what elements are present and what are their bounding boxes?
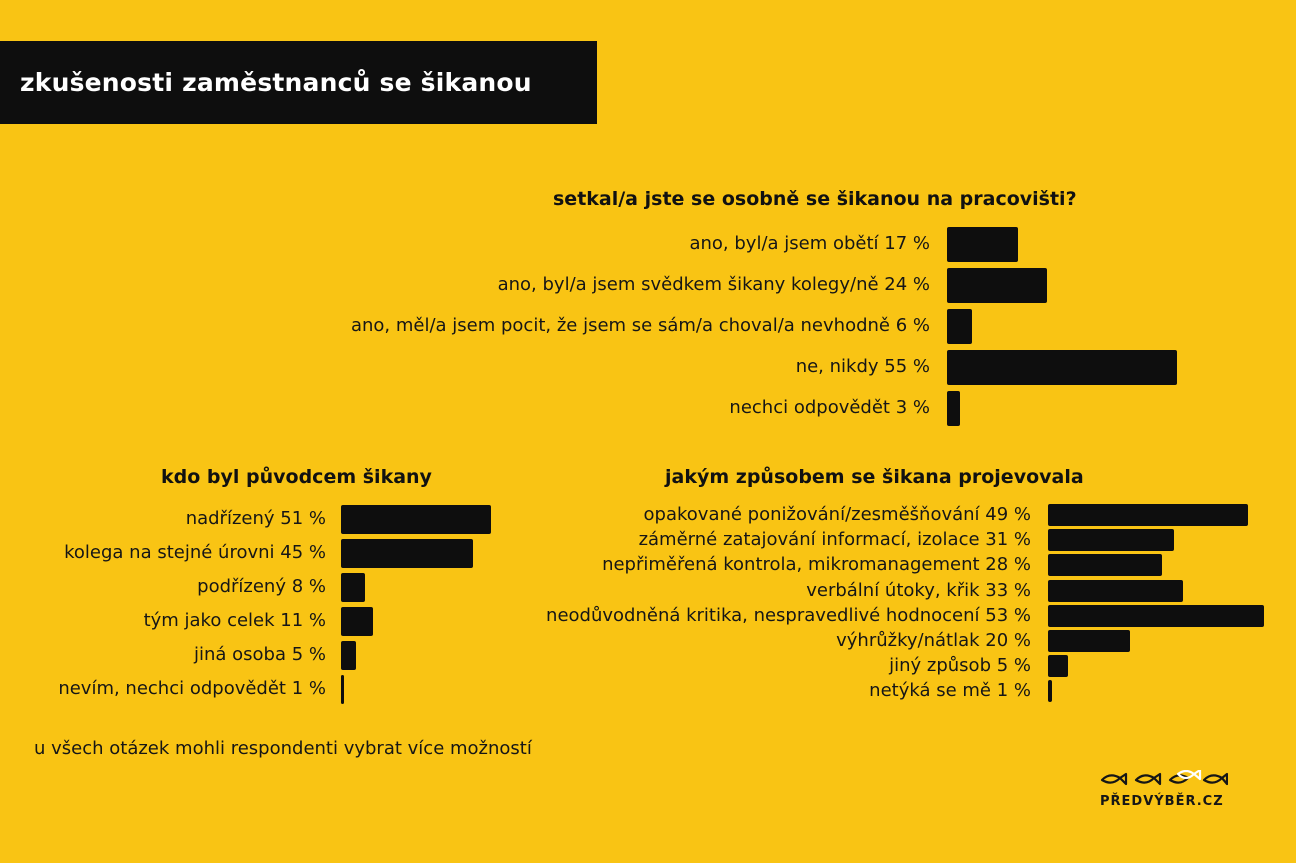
fish-logo-icon <box>1100 770 1228 786</box>
bar-label: opakované ponižování/zesměšňování 49 % <box>643 504 1031 525</box>
bar-label: ano, byl/a jsem obětí 17 % <box>689 233 930 254</box>
bar-label: neodůvodněná kritika, nespravedlivé hodn… <box>546 604 1031 626</box>
bar-label: ne, nikdy 55 % <box>795 356 930 377</box>
bar <box>341 674 344 704</box>
bar-label: nepřiměřená kontrola, mikromanagement 28… <box>602 554 1031 576</box>
page-title-text: zkušenosti zaměstnanců se šikanou <box>20 68 532 97</box>
bar-label: tým jako celek 11 % <box>143 610 326 631</box>
footnote: u všech otázek mohli respondenti vybrat … <box>34 738 532 759</box>
bar <box>1048 504 1248 526</box>
bar <box>1048 554 1163 577</box>
bar-label: jiná osoba 5 % <box>193 644 326 665</box>
bar-label: verbální útoky, křik 33 % <box>806 579 1031 601</box>
bar <box>1048 680 1053 703</box>
bar-label: výhrůžky/nátlak 20 % <box>836 630 1031 651</box>
page-title: zkušenosti zaměstnanců se šikanou <box>0 41 597 124</box>
bar <box>341 504 491 534</box>
bar-label: ano, měl/a jsem pocit, že jsem se sám/a … <box>350 315 930 336</box>
bar-label: nevím, nechci odpovědět 1 % <box>58 678 326 699</box>
bar-label: nechci odpovědět 3 % <box>729 397 930 418</box>
bar <box>947 267 1048 303</box>
bar <box>1048 579 1183 602</box>
bar-label: záměrné zatajování informací, izolace 31… <box>638 529 1031 551</box>
bar <box>341 606 374 636</box>
bar <box>341 572 365 602</box>
bar <box>947 308 973 344</box>
bar <box>1048 604 1265 627</box>
bar <box>1048 529 1175 552</box>
chart-title: kdo byl původcem šikany <box>161 466 432 488</box>
chart-title: setkal/a jste se osobně se šikanou na pr… <box>553 188 1077 210</box>
bar <box>1048 630 1130 652</box>
bar <box>947 349 1177 385</box>
bar <box>341 640 356 670</box>
logo-text: PŘEDVÝBĚR.CZ <box>1100 794 1224 809</box>
bar <box>341 538 474 568</box>
bar <box>947 226 1019 262</box>
chart-title: jakým způsobem se šikana projevovala <box>665 466 1084 488</box>
bar <box>1048 655 1069 678</box>
bar-label: jiný způsob 5 % <box>889 655 1031 677</box>
bar <box>947 390 960 426</box>
bar-label: podřízený 8 % <box>197 576 326 597</box>
bar-label: ano, byl/a jsem svědkem šikany kolegy/ně… <box>497 274 930 295</box>
bar-label: netýká se mě 1 % <box>869 680 1031 702</box>
bar-label: kolega na stejné úrovni 45 % <box>64 542 326 563</box>
bar-label: nadřízený 51 % <box>185 508 326 529</box>
